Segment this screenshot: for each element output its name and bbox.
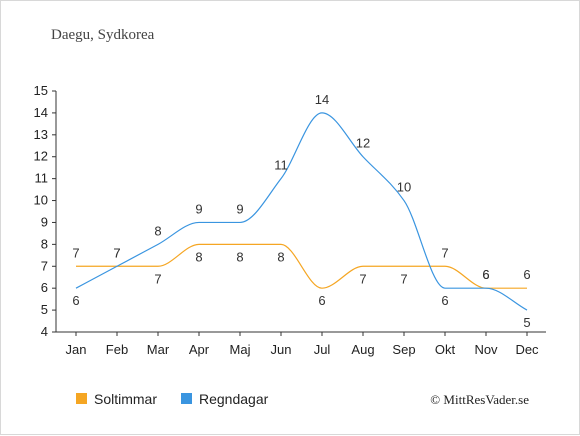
data-label-soltimmar: 7 xyxy=(154,271,161,286)
y-tick-label: 9 xyxy=(41,214,48,229)
y-tick-label: 8 xyxy=(41,236,48,251)
data-label-soltimmar: 8 xyxy=(195,249,202,264)
data-label-soltimmar: 6 xyxy=(482,267,489,282)
data-label-soltimmar: 7 xyxy=(72,245,79,260)
y-tick-label: 11 xyxy=(35,171,49,186)
legend: Soltimmar Regndagar xyxy=(76,391,269,407)
y-tick-label: 4 xyxy=(41,324,48,339)
x-tick-label: Jan xyxy=(66,342,87,357)
data-label-regndagar: 12 xyxy=(356,136,370,151)
y-tick-label: 6 xyxy=(41,280,48,295)
series-line-soltimmar xyxy=(75,243,527,289)
data-label-soltimmar: 6 xyxy=(318,293,325,308)
data-label-regndagar: 6 xyxy=(72,293,79,308)
y-tick-label: 14 xyxy=(34,105,48,120)
x-tick-label: Okt xyxy=(435,342,456,357)
y-tick-label: 15 xyxy=(34,83,48,98)
y-tick-label: 5 xyxy=(41,302,48,317)
x-tick-label: Mar xyxy=(147,342,170,357)
data-label-regndagar: 11 xyxy=(274,158,288,173)
chart-title: Daegu, Sydkorea xyxy=(51,27,155,43)
y-tick-label: 10 xyxy=(34,193,48,208)
data-label-soltimmar: 6 xyxy=(523,267,530,282)
legend-label-regndagar: Regndagar xyxy=(199,391,269,407)
x-tick-label: Jun xyxy=(271,342,292,357)
data-label-regndagar: 8 xyxy=(154,223,161,238)
data-label-soltimmar: 7 xyxy=(359,271,366,286)
series-lines xyxy=(75,112,528,311)
data-label-regndagar: 6 xyxy=(482,267,489,282)
data-label-soltimmar: 7 xyxy=(400,271,407,286)
data-label-regndagar: 7 xyxy=(113,245,120,260)
axes: 4 5 6 7 8 9 10 11 12 13 14 15 Jan Feb Mar Apr Maj Jun Jul A… xyxy=(34,83,546,357)
x-tick-label: Jul xyxy=(314,342,331,357)
series-line-regndagar xyxy=(75,112,528,311)
data-label-regndagar: 5 xyxy=(523,315,530,330)
legend-label-soltimmar: Soltimmar xyxy=(94,391,157,407)
data-label-regndagar: 6 xyxy=(441,293,448,308)
y-tick-label: 13 xyxy=(34,127,48,142)
credit-text: © MittResVader.se xyxy=(430,392,529,407)
y-tick-label: 12 xyxy=(34,149,48,164)
x-tick-label: Maj xyxy=(230,342,251,357)
data-label-soltimmar: 7 xyxy=(113,245,120,260)
legend-swatch-regndagar xyxy=(181,393,192,404)
y-tick-label: 7 xyxy=(41,258,48,273)
data-label-soltimmar: 7 xyxy=(441,245,448,260)
x-tick-label: Nov xyxy=(474,342,498,357)
x-tick-label: Apr xyxy=(189,342,210,357)
data-label-regndagar: 14 xyxy=(315,92,329,107)
data-label-regndagar: 9 xyxy=(195,201,202,216)
x-tick-label: Sep xyxy=(392,342,415,357)
data-label-regndagar: 9 xyxy=(236,201,243,216)
data-label-soltimmar: 8 xyxy=(277,249,284,264)
data-label-regndagar: 10 xyxy=(397,180,411,195)
data-label-soltimmar: 8 xyxy=(236,249,243,264)
x-tick-label: Dec xyxy=(515,342,539,357)
x-tick-label: Aug xyxy=(351,342,374,357)
x-tick-label: Feb xyxy=(106,342,128,357)
legend-swatch-soltimmar xyxy=(76,393,87,404)
